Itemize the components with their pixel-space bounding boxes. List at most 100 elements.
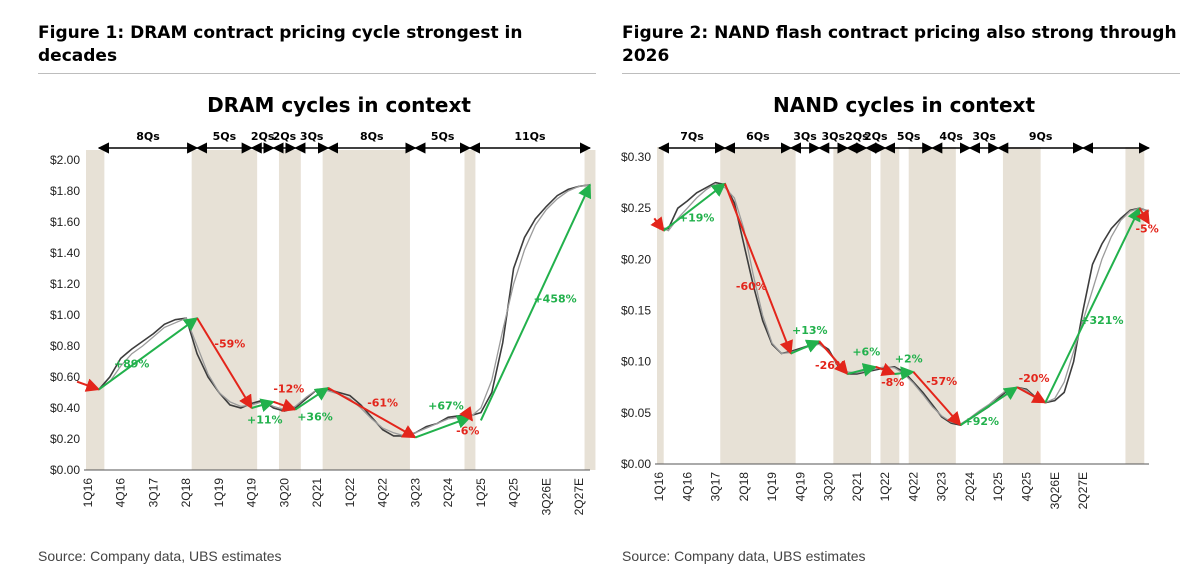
cycle-label: 5Qs (213, 130, 237, 143)
cycle-label: 9Qs (1029, 130, 1053, 143)
x-tick-label: 2Q27E (572, 478, 586, 515)
cycle-label: 3Qs (300, 130, 324, 143)
move-arrow-4 (818, 340, 849, 376)
shaded-period-3 (322, 150, 410, 470)
x-tick-label: 1Q22 (343, 478, 357, 508)
y-tick-label: $0.00 (50, 463, 80, 477)
shaded-period-5 (584, 150, 596, 470)
move-label: +13% (792, 324, 828, 337)
figure-1-source: Source: Company data, UBS estimates (38, 548, 282, 564)
cycle-label: 2Qs (845, 130, 869, 143)
x-tick-label: 3Q17 (146, 478, 160, 508)
cycle-label: 3Qs (972, 130, 996, 143)
move-label: -20% (1019, 372, 1050, 385)
move-arrow-2 (724, 183, 793, 355)
move-label: -61% (367, 396, 398, 409)
shaded-period-0 (86, 150, 105, 470)
cycle-label: 2Qs (251, 130, 275, 143)
shaded-period-4 (908, 147, 956, 464)
move-arrow-6 (327, 386, 417, 439)
y-tick-label: $0.20 (50, 432, 80, 446)
x-tick-label: 4Q19 (793, 472, 807, 502)
cycle-label: 2Qs (864, 130, 888, 143)
move-label: +2% (895, 353, 923, 366)
move-arrow-8 (459, 406, 473, 422)
move-label: -12% (273, 383, 304, 396)
y-tick-label: $1.00 (50, 308, 80, 322)
move-arrow-11 (1044, 206, 1141, 404)
y-tick-label: $1.40 (50, 246, 80, 260)
x-tick-label: 1Q25 (474, 478, 488, 508)
move-arrow-12 (1136, 207, 1150, 225)
x-tick-label: 4Q22 (376, 478, 390, 508)
figure-2-panel: Figure 2: NAND flash contract pricing al… (604, 0, 1184, 584)
move-label: +6% (852, 346, 880, 359)
figure-2-divider (622, 73, 1180, 74)
shaded-period-5 (1002, 147, 1041, 464)
move-label: +36% (297, 410, 333, 423)
cycle-label: 7Qs (680, 130, 704, 143)
x-tick-label: 3Q20 (822, 472, 836, 502)
price-series-line-0 (87, 184, 591, 437)
cycle-label: 8Qs (360, 130, 384, 143)
x-tick-label: 1Q19 (765, 472, 779, 502)
y-tick-label: $1.80 (50, 184, 80, 198)
y-tick-label: $0.00 (621, 457, 651, 471)
move-label: -57% (926, 375, 957, 388)
x-tick-label: 1Q16 (81, 478, 95, 508)
move-arrow-3 (790, 339, 821, 355)
cycle-label: 5Qs (431, 130, 455, 143)
x-tick-label: 2Q18 (179, 478, 193, 508)
y-tick-label: $0.25 (621, 201, 651, 215)
move-label: +11% (247, 414, 283, 427)
cycle-label: 8Qs (136, 130, 160, 143)
chart-title: NAND cycles in context (773, 93, 1035, 117)
figure-2-label: Figure 2: NAND flash contract pricing al… (622, 23, 1177, 66)
x-tick-label: 2Q18 (737, 472, 751, 502)
y-tick-label: $1.60 (50, 215, 80, 229)
move-label: -6% (456, 424, 479, 437)
move-arrow-10 (1016, 386, 1047, 404)
figure-2-source: Source: Company data, UBS estimates (622, 548, 866, 564)
shaded-period-1 (191, 150, 258, 470)
move-label: -26% (815, 359, 846, 372)
move-label: +67% (428, 400, 464, 413)
x-tick-label: 3Q20 (277, 478, 291, 508)
x-tick-label: 4Q22 (906, 472, 920, 502)
shaded-period-0 (657, 147, 664, 464)
x-tick-label: 2Q21 (850, 472, 864, 502)
dram-chart: DRAM cycles in context $0.00 $0.20 $0.40 $0.… (50, 93, 596, 515)
shaded-period-3 (880, 147, 900, 464)
move-arrow-4 (273, 398, 297, 412)
x-tick-label: 1Q25 (991, 472, 1005, 502)
move-label: +458% (533, 293, 576, 306)
cycle-label: 4Qs (939, 130, 963, 143)
x-tick-label: 2Q21 (310, 478, 324, 508)
move-arrow-6 (875, 362, 896, 377)
move-label: +92% (963, 415, 999, 428)
move-arrow-2 (196, 317, 253, 410)
cycle-label: 3Qs (793, 130, 817, 143)
y-tick-label: $0.20 (621, 252, 651, 266)
shaded-period-4 (464, 150, 476, 470)
chart-title: DRAM cycles in context (207, 93, 471, 117)
cycle-label: 3Qs (822, 130, 846, 143)
move-arrow-8 (912, 371, 962, 427)
figure-1-divider (38, 73, 596, 74)
move-arrow-9 (479, 183, 592, 421)
x-tick-label: 1Q16 (652, 472, 666, 502)
y-tick-label: $0.10 (621, 355, 651, 369)
move-arrow-1 (663, 182, 727, 232)
x-tick-label: 3Q17 (709, 472, 723, 502)
x-tick-label: 4Q25 (507, 478, 521, 508)
x-tick-label: 3Q26E (539, 478, 553, 515)
figure-1-label: Figure 1: DRAM contract pricing cycle st… (38, 23, 523, 66)
shaded-period-2 (833, 147, 872, 464)
cycle-label: 2Qs (273, 130, 297, 143)
cycle-label: 6Qs (746, 130, 770, 143)
cycle-label: 11Qs (514, 130, 546, 143)
shaded-period-6 (1125, 147, 1145, 464)
y-tick-label: $1.20 (50, 277, 80, 291)
move-label: -8% (881, 376, 904, 389)
y-tick-label: $0.80 (50, 339, 80, 353)
